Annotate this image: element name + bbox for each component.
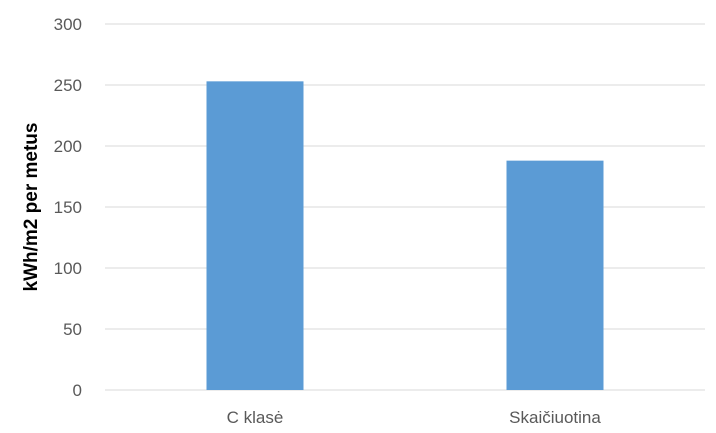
y-tick-label: 300	[54, 15, 82, 34]
y-tick-label: 150	[54, 198, 82, 217]
y-tick-labels: 0 50 100 150 200 250 300	[54, 15, 82, 400]
y-tick-label: 50	[63, 320, 82, 339]
grid-lines	[105, 23, 705, 391]
y-tick-label: 100	[54, 259, 82, 278]
bar-1	[206, 81, 304, 390]
y-tick-label: 250	[54, 76, 82, 95]
bars	[206, 81, 604, 390]
y-tick-label: 200	[54, 137, 82, 156]
category-label: Skaičiuotina	[509, 408, 601, 427]
bar-2	[506, 160, 604, 390]
y-axis-title: kWh/m2 per metus	[21, 123, 42, 292]
y-tick-label: 0	[73, 381, 82, 400]
category-label: C klasė	[227, 408, 284, 427]
category-labels: C klasė Skaičiuotina	[227, 408, 602, 427]
